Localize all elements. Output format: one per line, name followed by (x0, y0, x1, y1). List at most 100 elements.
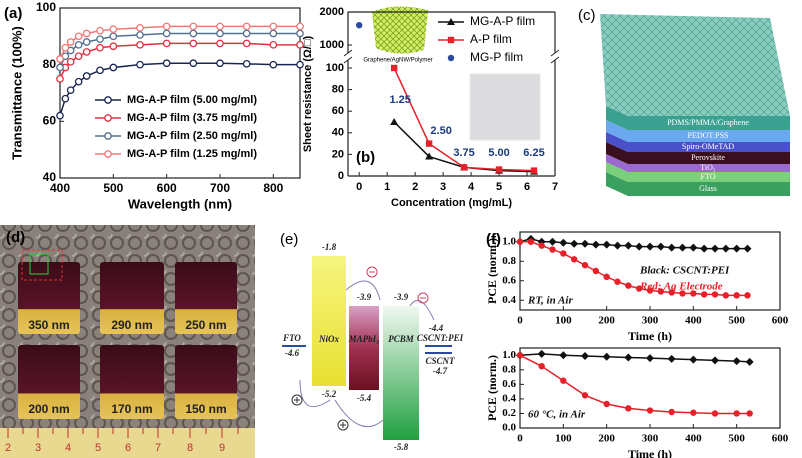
marker (269, 40, 278, 49)
series-line (59, 42, 300, 80)
y-tick-label: 2000 (320, 6, 344, 18)
marker (56, 55, 64, 63)
annotation: 3.75 (453, 147, 474, 159)
x-tick-label: 500 (103, 181, 123, 195)
y-tick-label: 0 (338, 170, 344, 182)
x-axis-label: Wavelength (nm) (128, 196, 232, 211)
marker (625, 282, 632, 289)
highlight-box (21, 249, 63, 281)
y-tick-label: 60 (332, 105, 344, 117)
x-tick-label: 7 (552, 181, 558, 193)
y-tick-label: 40 (43, 170, 57, 184)
marker (162, 22, 171, 31)
marker (189, 22, 198, 31)
marker (296, 22, 304, 31)
panel-label: (e) (280, 231, 298, 248)
x-tick-label: 300 (642, 433, 659, 445)
inset-label: Graphene/AgNW/Polymer (363, 58, 432, 64)
layer-glass (606, 172, 790, 196)
marker (581, 352, 589, 360)
marker (74, 52, 83, 61)
marker (425, 152, 434, 160)
layer-name: CSCNT (425, 356, 455, 366)
layer-graphene (606, 106, 790, 130)
marker (733, 292, 740, 299)
layer-name: PCBM (388, 334, 415, 344)
annotation: Red: Ag Electrode (639, 281, 723, 293)
annotation: Black: CSCNT:PEI (639, 265, 730, 277)
nio-box (312, 256, 346, 386)
marker (189, 39, 198, 48)
annotation: 2.50 (430, 125, 451, 137)
marker (635, 285, 643, 292)
marker (570, 256, 578, 263)
y-axis-label: Transmittance (100%) (9, 26, 24, 160)
layer-tio2 (606, 154, 790, 172)
marker (614, 278, 621, 285)
y-tick-label: 0.4 (502, 392, 516, 404)
marker (700, 291, 708, 298)
marker (690, 290, 697, 297)
marker (537, 349, 546, 358)
marker (216, 22, 224, 31)
panel-label: (f) (486, 231, 501, 248)
legend-marker (104, 96, 112, 104)
marker (570, 239, 579, 248)
marker (689, 355, 698, 364)
series-line (59, 62, 300, 116)
sample-label: 150 nm (185, 402, 226, 416)
energy-level: -4.6 (285, 348, 300, 358)
layer-name: FTO (282, 333, 301, 343)
marker (296, 40, 304, 49)
sample (100, 345, 164, 419)
marker (56, 111, 64, 120)
highlight-box (29, 253, 49, 275)
marker (425, 140, 433, 147)
ruler-label: 2 (5, 442, 11, 454)
x-tick-label: 600 (772, 433, 789, 445)
marker (721, 244, 730, 253)
marker (624, 241, 633, 250)
ruler-label: 6 (125, 442, 131, 454)
sample-label: 200 nm (28, 402, 69, 416)
marker (189, 29, 198, 38)
x-tick-label: 0 (517, 315, 523, 327)
marker (690, 409, 697, 416)
marker (603, 273, 610, 281)
annotation: 1.25 (389, 94, 410, 106)
ruler-label: 7 (155, 442, 161, 454)
marker (61, 94, 70, 103)
marker (162, 29, 171, 38)
marker (189, 59, 198, 68)
energy-level: -5.2 (322, 389, 337, 399)
marker (700, 244, 709, 253)
marker (646, 242, 654, 251)
legend-label: A-P film (470, 32, 512, 46)
x-tick-label: 300 (642, 315, 659, 327)
panel-c: (c) PDMS/PMMA/Graphene PEDOT:PSS Spiro-O… (575, 0, 802, 205)
axis-break (343, 49, 353, 64)
marker (516, 238, 524, 245)
marker (581, 392, 589, 399)
marker (216, 29, 224, 38)
marker (711, 291, 719, 298)
layer-name: MAPbI₃ (348, 334, 380, 344)
chart: 0 20 40 60 80 100 1000 2000 0 1 2 3 4 5 6 7 Concentratio… (302, 6, 560, 209)
marker (679, 290, 686, 297)
x-tick-label: 100 (555, 315, 572, 327)
marker (530, 167, 538, 174)
marker (136, 23, 144, 32)
axis-break (550, 49, 560, 64)
marker (82, 38, 91, 46)
y-tick-label: 0.0 (502, 422, 516, 434)
marker (635, 242, 644, 251)
x-axis-label: Concentration (mg/mL) (391, 197, 512, 209)
x-tick-label: 500 (728, 315, 745, 327)
marker (592, 267, 600, 275)
marker (109, 42, 118, 51)
inset-b: Graphene/AgNW/Polymer (363, 6, 541, 141)
legend-marker (104, 132, 112, 140)
marker (355, 22, 363, 29)
marker (269, 60, 278, 69)
x-tick-label: 1 (384, 181, 390, 193)
